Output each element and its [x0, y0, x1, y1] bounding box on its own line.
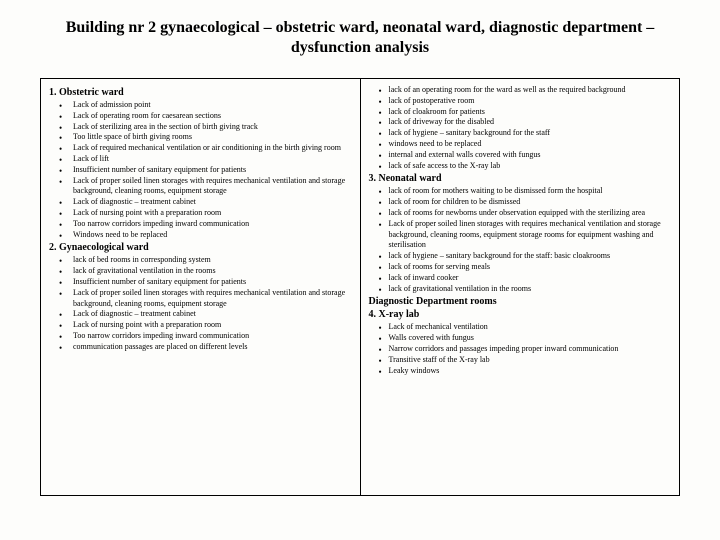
list-item: communication passages are placed on dif… [59, 342, 352, 353]
list-item: lack of postoperative room [379, 96, 672, 107]
section-heading-diagnostic: Diagnostic Department rooms [369, 296, 672, 307]
list-item: Insufficient number of sanitary equipmen… [59, 165, 352, 176]
left-column: 1. Obstetric ward Lack of admission poin… [41, 79, 360, 495]
neonatal-list: lack of room for mothers waiting to be d… [369, 186, 672, 294]
list-item: lack of gravitational ventilation in the… [379, 284, 672, 295]
list-item: Transitive staff of the X-ray lab [379, 355, 672, 366]
right-column: lack of an operating room for the ward a… [360, 79, 680, 495]
list-item: lack of safe access to the X-ray lab [379, 161, 672, 172]
obstetric-list: Lack of admission point Lack of operatin… [49, 100, 352, 240]
list-item: Lack of diagnostic – treatment cabinet [59, 197, 352, 208]
section-heading-gynae: 2. Gynaecological ward [49, 242, 352, 253]
list-item: Too narrow corridors impeding inward com… [59, 331, 352, 342]
list-item: Lack of mechanical ventilation [379, 322, 672, 333]
list-item: Leaky windows [379, 366, 672, 377]
section-heading-neonatal: 3. Neonatal ward [369, 173, 672, 184]
list-item: Too little space of birth giving rooms [59, 132, 352, 143]
list-item: lack of driveway for the disabled [379, 117, 672, 128]
list-item: lack of inward cooker [379, 273, 672, 284]
list-item: Lack of sterilizing area in the section … [59, 122, 352, 133]
list-item: lack of room for children to be dismisse… [379, 197, 672, 208]
list-item: lack of room for mothers waiting to be d… [379, 186, 672, 197]
content-frame: 1. Obstetric ward Lack of admission poin… [40, 78, 680, 496]
section-heading-xray: 4. X-ray lab [369, 309, 672, 320]
page-title: Building nr 2 gynaecological – obstetric… [40, 18, 680, 58]
list-item: Lack of diagnostic – treatment cabinet [59, 309, 352, 320]
list-item: Walls covered with fungus [379, 333, 672, 344]
list-item: Lack of proper soiled linen storages wit… [59, 288, 352, 310]
list-item: Lack of proper soiled linen storages wit… [379, 219, 672, 251]
list-item: internal and external walls covered with… [379, 150, 672, 161]
list-item: Lack of required mechanical ventilation … [59, 143, 352, 154]
list-item: lack of cloakroom for patients [379, 107, 672, 118]
list-item: windows need to be replaced [379, 139, 672, 150]
list-item: lack of rooms for newborns under observa… [379, 208, 672, 219]
list-item: Lack of lift [59, 154, 352, 165]
list-item: lack of gravitational ventilation in the… [59, 266, 352, 277]
gynae-list: lack of bed rooms in corresponding syste… [49, 255, 352, 352]
list-item: Lack of nursing point with a preparation… [59, 208, 352, 219]
list-item: lack of bed rooms in corresponding syste… [59, 255, 352, 266]
list-item: lack of an operating room for the ward a… [379, 85, 672, 96]
list-item: Narrow corridors and passages impeding p… [379, 344, 672, 355]
list-item: lack of hygiene – sanitary background fo… [379, 128, 672, 139]
list-item: lack of rooms for serving meals [379, 262, 672, 273]
xray-list: Lack of mechanical ventilation Walls cov… [369, 322, 672, 376]
list-item: Lack of admission point [59, 100, 352, 111]
list-item: Insufficient number of sanitary equipmen… [59, 277, 352, 288]
section-heading-obstetric: 1. Obstetric ward [49, 87, 352, 98]
page: Building nr 2 gynaecological – obstetric… [0, 0, 720, 540]
continuation-list: lack of an operating room for the ward a… [369, 85, 672, 171]
list-item: Lack of nursing point with a preparation… [59, 320, 352, 331]
list-item: lack of hygiene – sanitary background fo… [379, 251, 672, 262]
list-item: Lack of operating room for caesarean sec… [59, 111, 352, 122]
list-item: Too narrow corridors impeding inward com… [59, 219, 352, 230]
list-item: Lack of proper soiled linen storages wit… [59, 176, 352, 198]
list-item: Windows need to be replaced [59, 230, 352, 241]
